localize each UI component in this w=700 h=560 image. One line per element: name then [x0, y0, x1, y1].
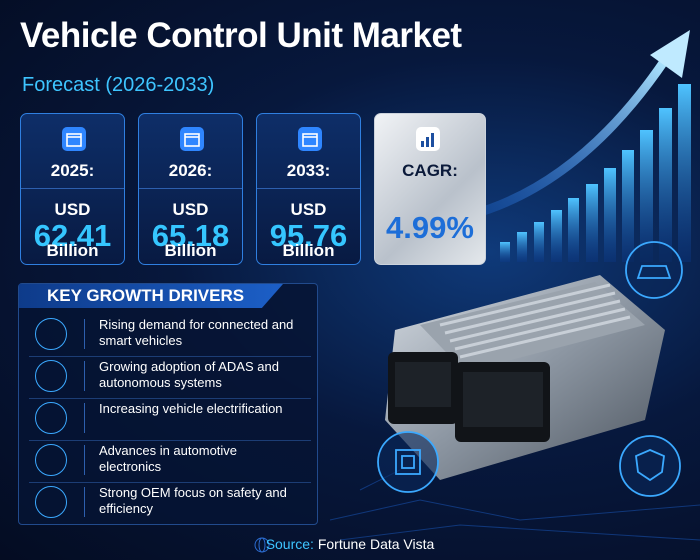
card-unit: Billion — [164, 241, 217, 260]
calendar-icon — [298, 127, 322, 151]
source-label: Source: — [265, 536, 314, 552]
card-value: 95.76 — [269, 218, 348, 253]
driver-text: Growing adoption of ADAS and autonomous … — [99, 359, 279, 390]
subtitle: Forecast (2026-2033) — [22, 74, 215, 96]
card-year: 2026: — [168, 161, 213, 180]
growth-bars — [500, 84, 691, 262]
cagr-card: CAGR: 4.99% — [374, 113, 486, 265]
card-divider — [139, 188, 242, 189]
drivers-title: KEY GROWTH DRIVERS — [19, 284, 283, 308]
driver-text: Strong OEM focus on safety and efficienc… — [99, 485, 287, 516]
driver-divider — [84, 487, 85, 517]
card-currency: USD — [290, 200, 327, 219]
card-unit: Billion — [282, 241, 335, 260]
cagr-value: 4.99% — [386, 210, 474, 245]
chart-icon — [416, 127, 440, 151]
driver-icon — [35, 360, 67, 392]
card-value: 65.18 — [151, 218, 230, 253]
source-name: Fortune Data Vista — [317, 536, 435, 552]
card-unit: Billion — [46, 241, 99, 260]
market-card: 2033: USD 95.76 Billion — [256, 113, 361, 265]
title: Vehicle Control Unit Market — [20, 16, 462, 55]
driver-text: Advances in automotive electronics — [99, 443, 238, 474]
calendar-icon — [180, 127, 204, 151]
card-year: 2025: — [50, 161, 95, 180]
card-divider — [21, 188, 124, 189]
driver-text: Rising demand for connected and smart ve… — [99, 317, 294, 348]
card-divider — [257, 188, 360, 189]
driver-divider — [84, 403, 85, 433]
card-currency: USD — [54, 200, 91, 219]
trend-arrow — [468, 57, 669, 220]
drivers-panel: KEY GROWTH DRIVERS Rising demand for con… — [18, 283, 318, 525]
driver-divider — [84, 445, 85, 475]
driver-icon — [35, 318, 67, 350]
driver-icon — [35, 444, 67, 476]
cagr-label: CAGR: — [402, 161, 458, 180]
driver-icon — [35, 402, 67, 434]
driver-item: Increasing vehicle electrification — [29, 400, 311, 441]
driver-divider — [84, 319, 85, 349]
ecu-device — [385, 275, 665, 480]
market-card: 2025: USD 62.41 Billion — [20, 113, 125, 265]
market-card: 2026: USD 65.18 Billion — [138, 113, 243, 265]
source-globe — [254, 537, 270, 553]
card-year: 2033: — [286, 161, 331, 180]
driver-item: Strong OEM focus on safety and efficienc… — [29, 484, 311, 524]
driver-item: Rising demand for connected and smart ve… — [29, 316, 311, 357]
source: Source: Fortune Data Vista — [0, 536, 700, 552]
driver-item: Growing adoption of ADAS and autonomous … — [29, 358, 311, 399]
calendar-icon — [62, 127, 86, 151]
driver-icon — [35, 486, 67, 518]
arrow-head — [650, 30, 690, 78]
card-currency: USD — [172, 200, 209, 219]
feature-icons — [377, 241, 683, 497]
card-value: 62.41 — [33, 218, 112, 253]
driver-item: Advances in automotive electronics — [29, 442, 311, 483]
driver-divider — [84, 361, 85, 391]
driver-text: Increasing vehicle electrification — [99, 401, 283, 416]
